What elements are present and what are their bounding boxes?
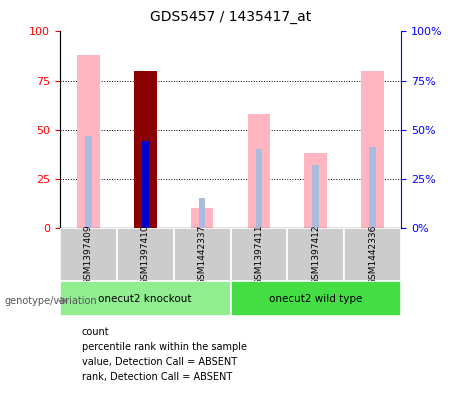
Bar	[230, 228, 287, 281]
Text: count: count	[82, 327, 109, 337]
Text: onecut2 wild type: onecut2 wild type	[269, 294, 362, 304]
Bar	[248, 114, 270, 228]
Text: GSM1397411: GSM1397411	[254, 224, 263, 285]
Bar	[134, 71, 157, 228]
Text: genotype/variation: genotype/variation	[5, 296, 97, 306]
Text: rank, Detection Call = ABSENT: rank, Detection Call = ABSENT	[82, 372, 232, 382]
Bar	[174, 228, 230, 281]
Text: onecut2 knockout: onecut2 knockout	[99, 294, 192, 304]
Bar	[191, 208, 213, 228]
Text: GSM1442336: GSM1442336	[368, 224, 377, 285]
Text: GSM1397409: GSM1397409	[84, 224, 93, 285]
Bar	[369, 147, 376, 228]
Bar	[117, 228, 174, 281]
Bar	[313, 165, 319, 228]
Bar	[134, 218, 157, 228]
Bar	[344, 228, 401, 281]
Text: GSM1442337: GSM1442337	[198, 224, 207, 285]
Bar	[142, 218, 148, 228]
Bar	[60, 228, 117, 281]
Bar	[142, 141, 148, 228]
Text: GDS5457 / 1435417_at: GDS5457 / 1435417_at	[150, 10, 311, 24]
Bar	[361, 71, 384, 228]
Bar	[304, 153, 327, 228]
Text: percentile rank within the sample: percentile rank within the sample	[82, 342, 247, 352]
Bar	[230, 281, 401, 316]
Bar	[60, 281, 230, 316]
Text: value, Detection Call = ABSENT: value, Detection Call = ABSENT	[82, 357, 236, 367]
Bar	[255, 149, 262, 228]
Bar	[287, 228, 344, 281]
Bar	[199, 198, 206, 228]
Text: GSM1397410: GSM1397410	[141, 224, 150, 285]
Bar	[85, 136, 92, 228]
Text: GSM1397412: GSM1397412	[311, 224, 320, 285]
Bar	[77, 55, 100, 228]
